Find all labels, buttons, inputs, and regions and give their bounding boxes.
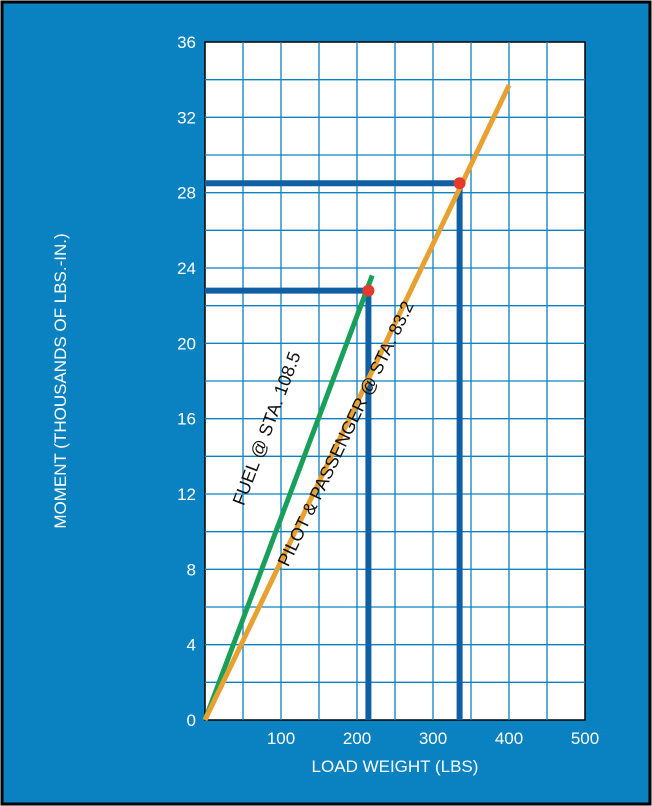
y-tick-label: 4: [187, 636, 196, 655]
reading-lines: [205, 180, 463, 720]
x-tick-label: 400: [495, 729, 523, 748]
tick-labels: 0 4 8 12 16 20 24 28 32 36 100 200 300 400 500: [177, 33, 599, 748]
series-line-1: [202, 84, 512, 722]
x-tick-label: 300: [419, 729, 447, 748]
y-tick-label: 28: [177, 184, 196, 203]
fuel-reading-marker: [362, 284, 375, 297]
x-tick-label: 100: [267, 729, 295, 748]
y-tick-label: 36: [177, 33, 196, 52]
y-tick-label: 24: [177, 259, 196, 278]
y-tick-label: 20: [177, 334, 196, 353]
y-tick-label: 0: [187, 711, 196, 730]
x-tick-label: 500: [571, 729, 599, 748]
pilot-passenger-reading-marker: [453, 177, 466, 190]
grid: [205, 42, 585, 720]
reading-markers: [362, 177, 466, 297]
series-line-0: [202, 274, 375, 721]
y-tick-label: 12: [177, 485, 196, 504]
y-tick-label: 16: [177, 410, 196, 429]
x-tick-label: 200: [343, 729, 371, 748]
x-axis-label: LOAD WEIGHT (LBS): [312, 757, 479, 776]
y-tick-label: 32: [177, 108, 196, 127]
y-tick-label: 8: [187, 560, 196, 579]
y-axis-label: MOMENT (THOUSANDS OF LBS.-IN.): [51, 233, 70, 528]
series-lines: [202, 84, 512, 722]
